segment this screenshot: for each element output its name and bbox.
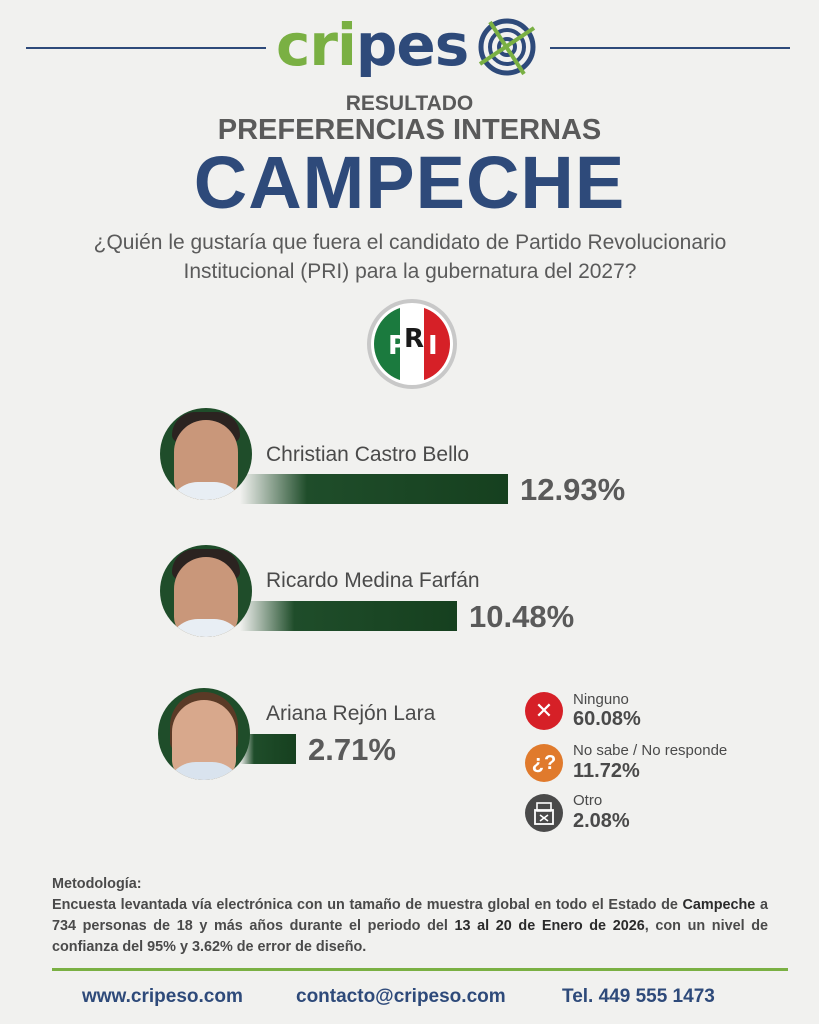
footer-rule (52, 968, 788, 971)
kicker-text: RESULTADO (345, 92, 474, 115)
value-label-1: 12.93% (520, 472, 626, 507)
footer-email[interactable]: contacto@cripeso.com (296, 986, 506, 1007)
methodology-heading: Metodología: (52, 876, 142, 892)
subtitle-text: PREFERENCIAS INTERNAS (217, 114, 602, 146)
ballot-box-icon (525, 794, 563, 832)
bar-candidate-3 (240, 734, 296, 764)
candidate-photo-2 (160, 545, 252, 637)
page-title: CAMPECHE (193, 141, 626, 224)
target-logo-icon (478, 18, 536, 76)
candidate-photo-3 (158, 688, 250, 780)
other-value-1: 60.08% (573, 708, 641, 730)
methodology-text-3: , con un nivel de confianza del 95% y 3.… (52, 918, 769, 955)
svg-text:P: P (388, 331, 407, 361)
footer-phone[interactable]: Tel. 449 555 1473 (562, 986, 715, 1007)
bar-candidate-1 (240, 474, 508, 504)
candidate-name-1: Christian Castro Bello (266, 443, 470, 466)
other-label-3: Otro (573, 792, 603, 809)
svg-text:R: R (404, 324, 424, 354)
candidate-name-3: Ariana Rejón Lara (266, 702, 436, 725)
methodology-text-2: a 734 personas de 18 y más años durante … (52, 897, 768, 934)
x-icon: ✕ (525, 692, 563, 730)
value-label-2: 10.48% (469, 599, 575, 634)
methodology-text-1: Encuesta levantada vía electrónica con u… (52, 897, 683, 913)
footer-website[interactable]: www.cripeso.com (82, 986, 243, 1007)
candidate-photo-1 (160, 408, 252, 500)
header-rule-right (550, 47, 790, 49)
methodology-block: Metodología: Encuesta levantada vía elec… (52, 874, 768, 958)
other-label-2: No sabe / No responde (573, 742, 728, 759)
methodology-bold-2: 13 al 20 de Enero de 2026 (454, 918, 645, 934)
survey-question: ¿Quién le gustaría que fuera el candidat… (93, 231, 727, 283)
header-rule-left (26, 47, 266, 49)
svg-text:I: I (428, 331, 438, 361)
logo-part-green: cri (276, 11, 357, 79)
brand-logo: cripes (276, 10, 469, 80)
bar-candidate-2 (240, 601, 457, 631)
other-value-2: 11.72% (573, 760, 640, 782)
question-icon: ¿? (525, 744, 563, 782)
other-label-1: Ninguno (573, 691, 629, 708)
candidate-name-2: Ricardo Medina Farfán (266, 569, 480, 592)
logo-part-blue: pes (355, 11, 469, 79)
value-label-3: 2.71% (308, 732, 396, 767)
methodology-bold-1: Campeche (682, 897, 756, 913)
pri-logo-icon: P R I (367, 299, 457, 389)
other-value-3: 2.08% (573, 810, 630, 832)
